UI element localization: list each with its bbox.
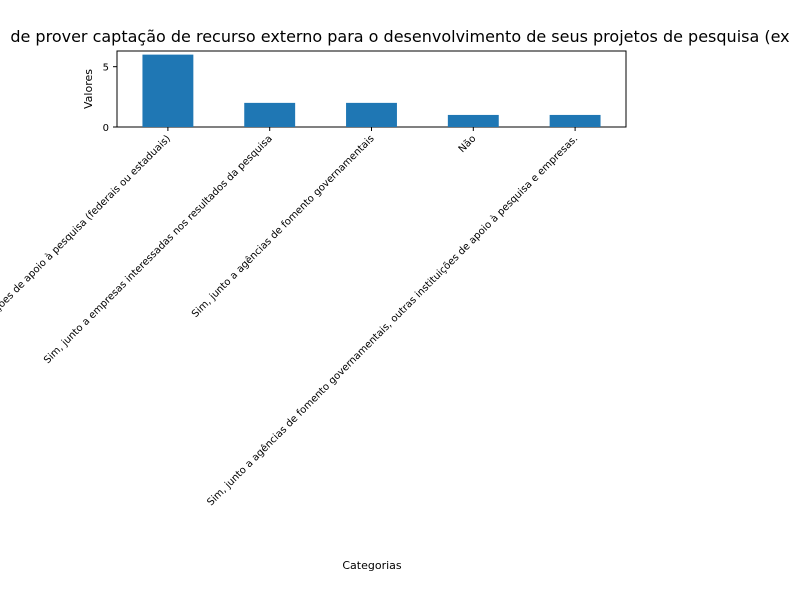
bar-1	[142, 54, 194, 127]
y-axis-ticks: 05	[103, 63, 117, 134]
x-axis-label: Categorias	[342, 559, 402, 572]
x-tick-label-2: Sim, junto a empresas interessadas nos r…	[42, 133, 275, 366]
bar-4	[447, 114, 499, 127]
y-tick-label-2: 5	[103, 63, 109, 74]
bar-3	[346, 102, 397, 127]
x-tick-label-4: Não	[457, 133, 479, 155]
x-tick-label-1: Sim, junto a outras instituições de apoi…	[0, 133, 173, 408]
y-tick-label-1: 0	[103, 123, 109, 134]
x-tick-label-5: Sim, junto a agências de fomento governa…	[205, 133, 581, 509]
y-axis-label: Valores	[82, 69, 95, 109]
bar-2	[244, 102, 296, 127]
bar-5	[549, 114, 601, 127]
plot-area: 05 Sim, junto a outras instituições de a…	[0, 50, 627, 508]
chart-title: de prover captação de recurso externo pa…	[10, 27, 789, 46]
bars-group	[142, 54, 601, 127]
x-axis-ticks: Sim, junto a outras instituições de apoi…	[0, 127, 580, 508]
x-tick-label-3: Sim, junto a agências de fomento governa…	[189, 133, 376, 320]
